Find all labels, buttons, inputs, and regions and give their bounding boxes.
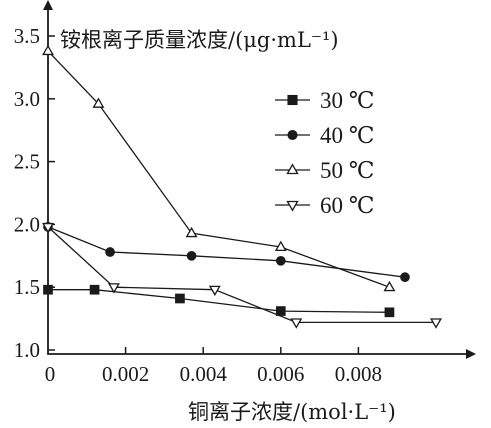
x-tick-label: 0.008	[335, 362, 382, 386]
legend-label: 30 ℃	[320, 88, 374, 113]
data-point	[290, 318, 303, 329]
x-axis-title: 铜离子浓度/(mol·L⁻¹)	[188, 400, 396, 424]
legend-marker	[287, 94, 298, 106]
series-line	[47, 226, 406, 278]
y-tick-label: 3.0	[14, 87, 40, 111]
legend-marker	[286, 200, 299, 212]
data-point	[400, 272, 410, 283]
legend-label: 50 ℃	[320, 158, 374, 183]
y-tick-label: 2.5	[14, 150, 40, 174]
series-3	[42, 44, 396, 292]
data-point	[275, 255, 286, 266]
series-1	[43, 284, 395, 318]
y-axis-title: 铵根离子质量浓度/(μg·mL⁻¹)	[60, 28, 339, 52]
y-tick-label: 1.5	[14, 275, 40, 299]
data-point	[384, 307, 395, 318]
y-tick-label: 1.0	[14, 338, 40, 362]
legend-item: 30 ℃	[275, 88, 374, 113]
legend-marker	[287, 129, 298, 141]
data-point	[275, 306, 286, 316]
series-group	[42, 44, 442, 329]
data-point	[274, 240, 287, 252]
data-point	[108, 283, 120, 294]
data-point	[175, 293, 185, 304]
y-axis-arrow	[43, 0, 53, 10]
x-tick-label: 0.002	[102, 362, 149, 386]
legend-item: 40 ℃	[275, 123, 374, 148]
series-4	[42, 222, 442, 329]
y-axis-ticks: 1.0 1.5 2.0 2.5 3.0 3.5	[14, 24, 55, 362]
x-axis-ticks: 0 0.002 0.004 0.006 0.008	[45, 347, 382, 386]
data-point	[430, 318, 442, 329]
data-point	[42, 222, 54, 234]
plot-area	[43, 0, 476, 359]
x-tick-label: 0.006	[257, 362, 304, 386]
data-point	[43, 284, 53, 295]
data-point	[89, 284, 100, 295]
x-tick-label: 0	[45, 362, 56, 386]
legend-label: 40 ℃	[320, 123, 374, 148]
data-point	[186, 250, 197, 261]
x-axis-arrow	[466, 349, 476, 359]
legend-item: 60 ℃	[275, 193, 374, 218]
data-point	[383, 280, 396, 292]
data-point	[92, 97, 105, 108]
y-tick-label: 2.0	[14, 212, 40, 236]
x-tick-label: 0.004	[180, 362, 228, 386]
legend-label: 60 ℃	[320, 193, 374, 218]
data-point	[208, 285, 221, 297]
data-point	[185, 226, 198, 238]
legend: 30 ℃ 40 ℃ 50 ℃ 60 ℃	[275, 88, 374, 218]
data-point	[105, 247, 115, 257]
axes-frame	[47, 10, 466, 355]
legend-item: 50 ℃	[275, 158, 374, 183]
y-tick-label: 3.5	[14, 24, 40, 48]
legend-marker	[286, 163, 299, 175]
data-point	[42, 44, 54, 56]
